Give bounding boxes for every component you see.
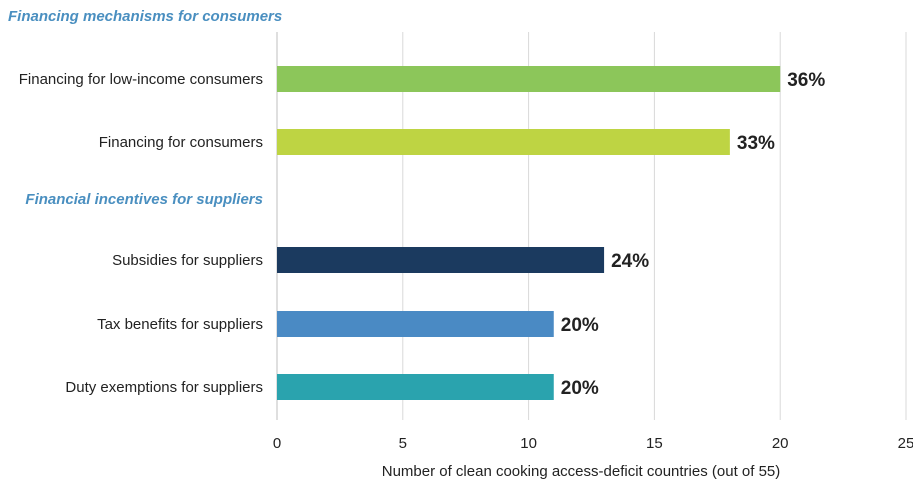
x-tick-label: 25 [898, 435, 913, 452]
bars [277, 66, 781, 400]
value-label: 20% [561, 378, 599, 399]
x-tick-label: 10 [520, 435, 537, 452]
x-tick-label: 15 [646, 435, 663, 452]
value-label: 20% [561, 315, 599, 336]
group-title: Financing mechanisms for consumers [8, 8, 282, 25]
group-title: Financial incentives for suppliers [25, 191, 263, 208]
bar [277, 374, 554, 400]
x-tick-label: 0 [273, 435, 281, 452]
value-labels: 36% 33% 24% 20% 20% [561, 70, 826, 399]
value-label: 36% [787, 70, 825, 91]
group-titles: Financing mechanisms for consumers Financ… [8, 8, 282, 208]
bar [277, 247, 605, 273]
bar [277, 66, 781, 92]
x-tick-label: 5 [399, 435, 407, 452]
category-label: Financing for consumers [99, 134, 263, 151]
value-label: 33% [737, 133, 775, 154]
bar [277, 311, 554, 337]
category-label: Duty exemptions for suppliers [65, 379, 263, 396]
category-label: Subsidies for suppliers [112, 252, 263, 269]
x-axis-title: Number of clean cooking access-deficit c… [382, 463, 781, 480]
value-label: 24% [611, 251, 649, 272]
x-tick-labels: 0 5 10 15 20 25 [273, 435, 913, 452]
bar [277, 129, 730, 155]
x-tick-label: 20 [772, 435, 789, 452]
category-label: Financing for low-income consumers [19, 71, 263, 88]
category-label: Tax benefits for suppliers [97, 316, 263, 333]
category-labels: Financing for low-income consumers Financ… [19, 71, 263, 396]
gridlines [276, 32, 907, 420]
